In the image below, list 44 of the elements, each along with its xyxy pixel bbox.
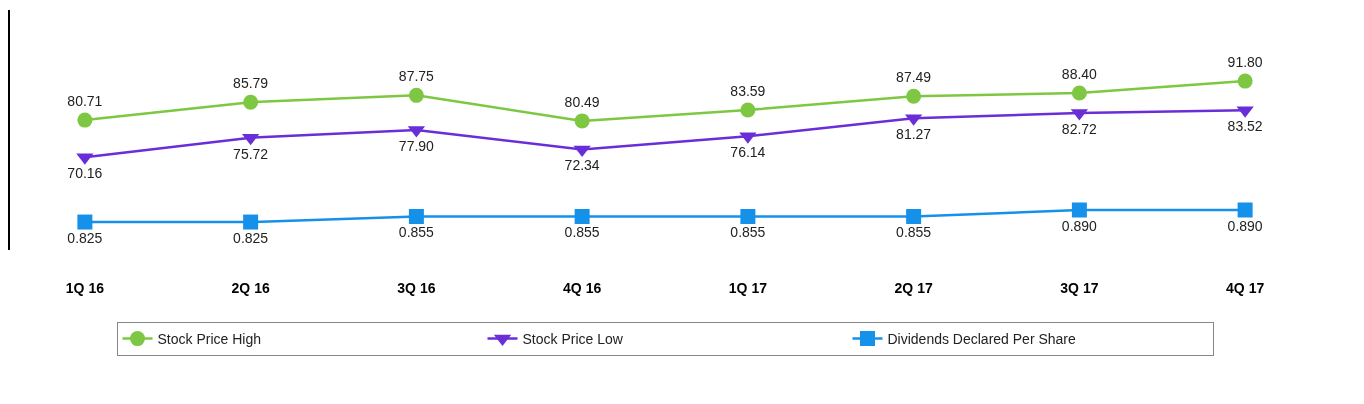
x-tick-label: 3Q 17	[1060, 280, 1099, 296]
legend-label: Stock Price High	[157, 331, 261, 348]
x-tick-label: 2Q 17	[894, 280, 933, 296]
data-label: 81.27	[896, 126, 932, 143]
data-label: 83.59	[730, 83, 766, 100]
data-label: 76.14	[730, 144, 766, 161]
legend-label: Dividends Declared Per Share	[887, 331, 1077, 348]
data-label: 0.855	[398, 224, 435, 241]
data-label: 70.16	[67, 165, 103, 182]
x-tick-label: 4Q 16	[563, 280, 602, 296]
data-label: 85.79	[233, 75, 269, 92]
data-label: 80.49	[564, 94, 600, 111]
data-label: 80.71	[67, 93, 103, 110]
data-label: 0.855	[564, 224, 600, 241]
point	[740, 102, 756, 118]
data-label: 87.75	[398, 68, 435, 85]
legend-label: Stock Price Low	[522, 331, 624, 348]
data-label: 77.90	[398, 137, 435, 154]
data-label: 82.72	[1061, 120, 1098, 137]
point	[77, 112, 93, 128]
x-tick-label: 3Q 16	[397, 280, 436, 296]
data-label: 0.855	[730, 224, 766, 241]
data-label: 0.890	[1227, 217, 1263, 234]
point	[1237, 73, 1253, 89]
point	[408, 87, 424, 103]
point	[1071, 85, 1087, 101]
point	[243, 94, 259, 110]
data-label: 0.855	[896, 224, 932, 241]
data-label: 0.825	[67, 229, 103, 246]
x-tick-label: 1Q 16	[65, 280, 105, 296]
x-tick-label: 2Q 16	[231, 280, 270, 296]
data-label: 88.40	[1061, 66, 1098, 83]
x-tick-label: 1Q 17	[728, 280, 768, 296]
data-label: 75.72	[233, 145, 269, 162]
data-label: 87.49	[896, 69, 932, 86]
point	[574, 113, 590, 129]
data-label: 72.34	[564, 157, 600, 174]
data-label: 83.52	[1227, 118, 1263, 135]
data-label: 0.890	[1061, 217, 1098, 234]
point	[906, 88, 922, 104]
x-tick-label: 4Q 17	[1226, 280, 1265, 296]
point	[573, 145, 591, 158]
data-label: 0.825	[233, 229, 269, 246]
data-label: 91.80	[1227, 54, 1263, 71]
